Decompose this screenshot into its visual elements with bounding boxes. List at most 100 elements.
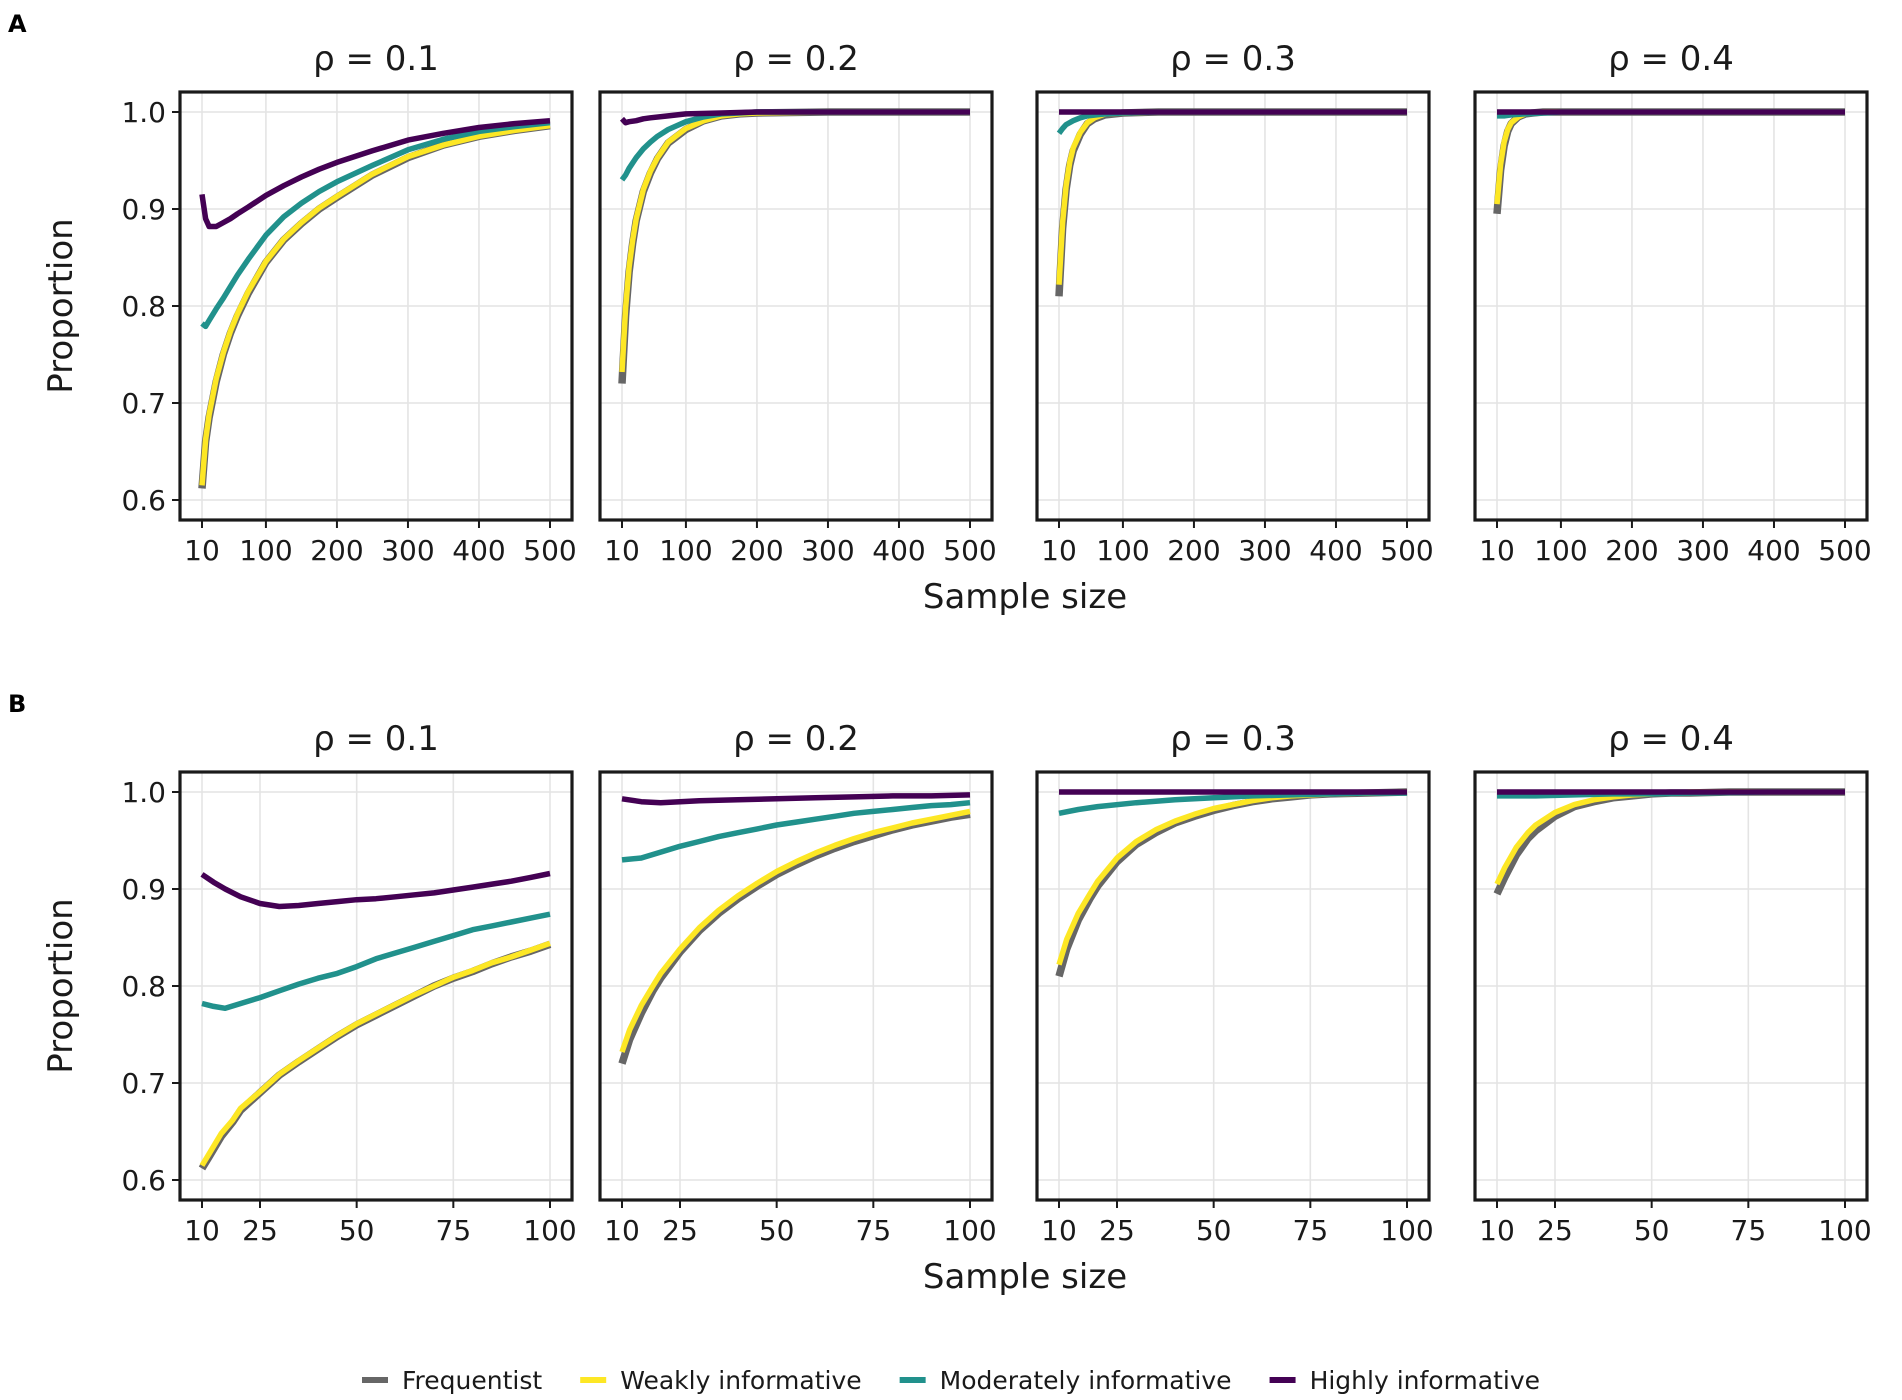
x-tick-label: 10 bbox=[604, 1214, 640, 1247]
facet-4: ρ = 0.4 10 25 50 75 100 bbox=[1473, 719, 1872, 1247]
panel-frame bbox=[1473, 770, 1869, 1202]
legend: Frequentist Weakly informative Moderately … bbox=[362, 1366, 1540, 1395]
x-tick-label: 10 bbox=[604, 534, 640, 567]
x-tick-label: 200 bbox=[1605, 534, 1658, 567]
series-line-moderately-informative bbox=[200, 119, 551, 330]
x-tick-label: 100 bbox=[1818, 1214, 1871, 1247]
series-line-frequentist bbox=[618, 108, 970, 384]
x-tick-label: 200 bbox=[310, 534, 363, 567]
series-line-highly-informative bbox=[619, 109, 970, 126]
series-line-weakly-informative bbox=[199, 940, 551, 1167]
series-line-weakly-informative bbox=[199, 122, 551, 486]
panel-frame bbox=[598, 770, 994, 1202]
y-axis-title: Proportion bbox=[41, 218, 81, 393]
panel-frame bbox=[1473, 90, 1869, 522]
panel-a: Aρ = 0.1 10 100 200 300 400 500 0.6 0.7 0.8 0.9 1.0… bbox=[8, 10, 1872, 617]
x-tick-label: 100 bbox=[1534, 534, 1587, 567]
x-tick-label: 500 bbox=[1380, 534, 1433, 567]
x-axis-title: Sample size bbox=[923, 577, 1127, 617]
facet-title: ρ = 0.2 bbox=[733, 719, 859, 759]
y-tick-label: 0.8 bbox=[121, 970, 166, 1003]
series-line-frequentist bbox=[1493, 788, 1845, 896]
x-tick-label: 25 bbox=[662, 1214, 698, 1247]
panel-frame bbox=[1035, 90, 1431, 522]
facet-1: ρ = 0.1 10 25 50 75 100 0.6 0.7 0.8 0.9 1.0 bbox=[121, 719, 576, 1247]
x-tick-label: 200 bbox=[730, 534, 783, 567]
panel-label: A bbox=[8, 10, 27, 38]
x-tick-label: 10 bbox=[1479, 534, 1515, 567]
series-line-weakly-informative bbox=[619, 109, 970, 373]
y-tick-label: 0.8 bbox=[121, 290, 166, 323]
facet-title: ρ = 0.3 bbox=[1170, 39, 1296, 79]
series-line-highly-informative bbox=[200, 870, 551, 910]
x-tick-label: 400 bbox=[1309, 534, 1362, 567]
x-tick-label: 500 bbox=[943, 534, 996, 567]
x-tick-label: 300 bbox=[801, 534, 854, 567]
x-tick-label: 50 bbox=[1634, 1214, 1670, 1247]
series-line-frequentist bbox=[1493, 108, 1845, 215]
facet-2: ρ = 0.2 10 25 50 75 100 bbox=[598, 719, 997, 1247]
legend-label-frequentist: Frequentist bbox=[402, 1366, 542, 1395]
x-tick-label: 50 bbox=[339, 1214, 375, 1247]
facet-4: ρ = 0.4 10 100 200 300 400 500 bbox=[1473, 39, 1872, 567]
x-tick-label: 10 bbox=[184, 534, 220, 567]
facet-title: ρ = 0.3 bbox=[1170, 719, 1296, 759]
series-line-frequentist bbox=[198, 121, 551, 489]
x-tick-label: 100 bbox=[1096, 534, 1149, 567]
x-tick-label: 10 bbox=[1041, 534, 1077, 567]
x-tick-label: 300 bbox=[381, 534, 434, 567]
x-tick-label: 10 bbox=[1479, 1214, 1515, 1247]
series-line-moderately-informative bbox=[201, 911, 551, 1012]
y-axis-title: Proportion bbox=[41, 898, 81, 1073]
y-tick-label: 0.7 bbox=[121, 1067, 166, 1100]
x-tick-label: 75 bbox=[1293, 1214, 1329, 1247]
legend-label-highly-informative: Highly informative bbox=[1310, 1366, 1540, 1395]
panel-label: B bbox=[8, 690, 26, 718]
facet-3: ρ = 0.3 10 100 200 300 400 500 bbox=[1035, 39, 1434, 567]
x-tick-label: 50 bbox=[759, 1214, 795, 1247]
x-tick-label: 200 bbox=[1167, 534, 1220, 567]
x-tick-label: 25 bbox=[242, 1214, 278, 1247]
y-tick-label: 0.7 bbox=[121, 387, 166, 420]
y-tick-label: 0.9 bbox=[121, 193, 166, 226]
x-axis-title: Sample size bbox=[923, 1257, 1127, 1297]
facet-title: ρ = 0.1 bbox=[313, 719, 439, 759]
series-line-weakly-informative bbox=[1494, 109, 1845, 205]
x-tick-label: 10 bbox=[1041, 1214, 1077, 1247]
series-line-frequentist bbox=[618, 810, 971, 1065]
x-tick-label: 100 bbox=[239, 534, 292, 567]
x-tick-label: 75 bbox=[436, 1214, 472, 1247]
facet-title: ρ = 0.4 bbox=[1608, 719, 1734, 759]
x-tick-label: 100 bbox=[659, 534, 712, 567]
series-line-frequentist bbox=[1055, 788, 1408, 978]
series-line-weakly-informative bbox=[1494, 789, 1845, 886]
y-tick-label: 1.0 bbox=[121, 776, 166, 809]
x-tick-label: 400 bbox=[872, 534, 925, 567]
x-tick-label: 300 bbox=[1238, 534, 1291, 567]
x-tick-label: 25 bbox=[1537, 1214, 1573, 1247]
series-line-weakly-informative bbox=[1056, 789, 1408, 966]
panel-frame bbox=[598, 90, 994, 522]
x-tick-label: 100 bbox=[943, 1214, 996, 1247]
facet-title: ρ = 0.4 bbox=[1608, 39, 1734, 79]
x-tick-label: 100 bbox=[1380, 1214, 1433, 1247]
facet-title: ρ = 0.1 bbox=[313, 39, 439, 79]
series-line-weakly-informative bbox=[1056, 109, 1407, 285]
x-tick-label: 300 bbox=[1676, 534, 1729, 567]
x-tick-label: 10 bbox=[184, 1214, 220, 1247]
panel-frame bbox=[1035, 770, 1431, 1202]
series-line-highly-informative bbox=[621, 792, 971, 806]
x-tick-label: 25 bbox=[1099, 1214, 1135, 1247]
x-tick-label: 75 bbox=[1731, 1214, 1767, 1247]
y-tick-label: 0.6 bbox=[121, 484, 166, 517]
x-tick-label: 400 bbox=[1747, 534, 1800, 567]
facet-3: ρ = 0.3 10 25 50 75 100 bbox=[1035, 719, 1434, 1247]
series-line-highly-informative bbox=[199, 117, 551, 230]
x-tick-label: 500 bbox=[1818, 534, 1871, 567]
legend-label-moderately-informative: Moderately informative bbox=[940, 1366, 1232, 1395]
series-line-weakly-informative bbox=[619, 808, 971, 1053]
x-tick-label: 400 bbox=[452, 534, 505, 567]
facet-1: ρ = 0.1 10 100 200 300 400 500 0.6 0.7 0.8 0.9 1.0 bbox=[121, 39, 576, 567]
